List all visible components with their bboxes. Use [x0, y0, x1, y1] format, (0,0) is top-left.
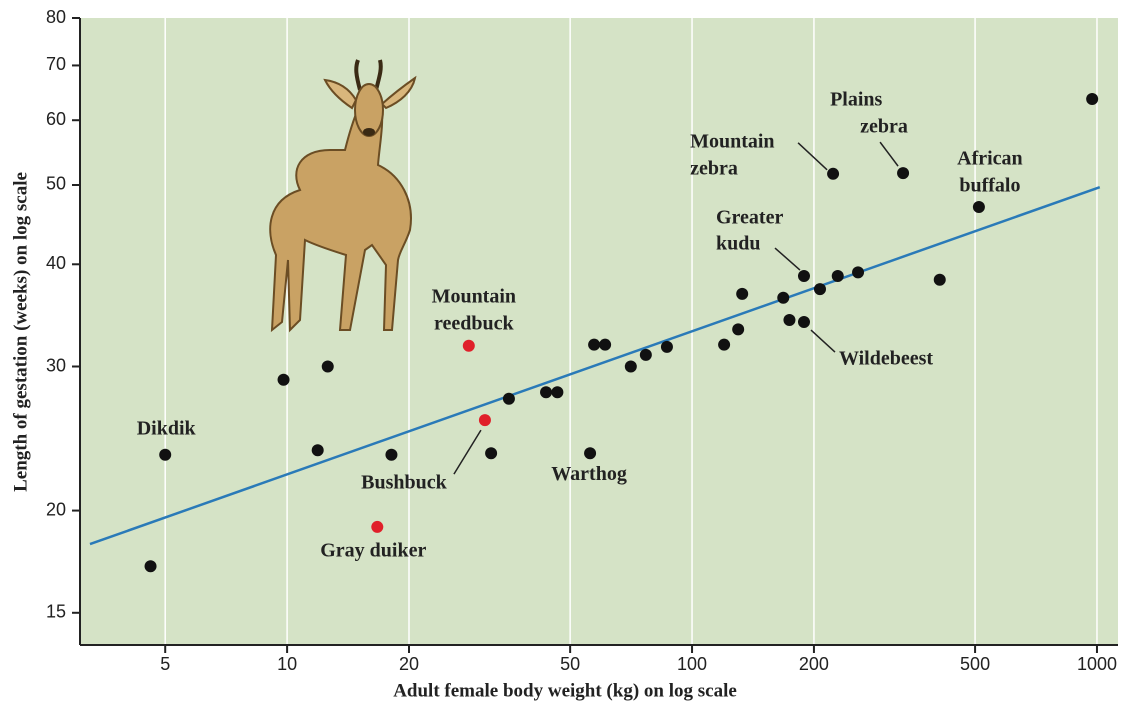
x-tick-label: 50 — [560, 654, 580, 674]
trend-line — [89, 185, 1101, 546]
y-tick-label: 20 — [46, 499, 66, 519]
point — [827, 167, 840, 180]
y-tick-label: 15 — [46, 602, 66, 622]
point — [660, 340, 673, 353]
x-tick-label: 10 — [277, 654, 297, 674]
point — [639, 348, 652, 361]
point — [540, 386, 553, 399]
y-tick-label: 70 — [46, 54, 66, 74]
y-tick-label: 40 — [46, 253, 66, 273]
point — [311, 444, 324, 457]
point — [624, 360, 637, 373]
y-tick-label: 80 — [46, 7, 66, 27]
point — [385, 448, 398, 461]
annotation-label: zebra — [860, 116, 908, 138]
point — [599, 338, 612, 351]
point — [777, 291, 790, 304]
leader-line — [453, 429, 482, 475]
x-tick-label: 20 — [399, 654, 419, 674]
annotation-label: Gray duiker — [320, 540, 426, 562]
annotation-label: buffalo — [959, 175, 1020, 197]
leader-line — [879, 141, 899, 167]
y-tick-label: 50 — [46, 174, 66, 194]
x-tick-label: 100 — [677, 654, 707, 674]
point — [813, 283, 826, 296]
annotation-label: Warthog — [551, 463, 627, 485]
point — [797, 316, 810, 329]
x-tick-label: 500 — [960, 654, 990, 674]
y-tick-label: 30 — [46, 355, 66, 375]
point — [736, 287, 749, 300]
y-tick-label: 60 — [46, 109, 66, 129]
point — [897, 167, 910, 180]
annotation-label: Plains — [830, 89, 882, 111]
leader-line — [774, 247, 801, 271]
point — [502, 392, 515, 405]
x-tick-label: 1000 — [1077, 654, 1117, 674]
points — [144, 92, 1099, 573]
point — [144, 560, 157, 573]
point — [933, 273, 946, 286]
x-tick-label: 5 — [160, 654, 170, 674]
x-axis-label: Adult female body weight (kg) on log sca… — [393, 680, 737, 701]
point — [852, 266, 865, 279]
point — [783, 313, 796, 326]
annotation-label: Mountain — [690, 130, 774, 152]
point — [831, 270, 844, 283]
point — [718, 338, 731, 351]
point — [797, 270, 810, 283]
point — [588, 338, 601, 351]
point — [551, 386, 564, 399]
annotation-label: Dikdik — [137, 417, 197, 439]
plot-area — [80, 18, 1118, 645]
annotation-label: Mountain — [432, 285, 516, 307]
point — [485, 447, 498, 460]
annotation-label: Bushbuck — [361, 472, 447, 494]
leader-line — [810, 329, 836, 353]
point — [972, 200, 985, 213]
annotation-label: kudu — [716, 233, 761, 255]
annotation-label: Wildebeest — [839, 348, 933, 370]
x-tick-label: 200 — [799, 654, 829, 674]
point — [732, 323, 745, 336]
annotation-label: reedbuck — [434, 312, 515, 334]
point — [1086, 92, 1099, 105]
point — [584, 447, 597, 460]
antelope-illustration — [269, 59, 417, 333]
labels: Dikdik Gray duiker Mountain reedbuck Bushbuc… — [137, 89, 1023, 562]
y-axis-label: Length of gestation (weeks) on log scale — [10, 172, 31, 492]
point — [462, 339, 475, 352]
trend-group — [89, 185, 1101, 546]
leader-line — [797, 142, 828, 171]
point — [159, 448, 172, 461]
point — [321, 360, 334, 373]
annotation-label: Greater — [716, 207, 783, 229]
point — [478, 414, 491, 427]
point — [277, 373, 290, 386]
annotation-label: zebra — [690, 157, 738, 179]
point — [371, 520, 384, 533]
annotation-label: African — [957, 148, 1023, 170]
